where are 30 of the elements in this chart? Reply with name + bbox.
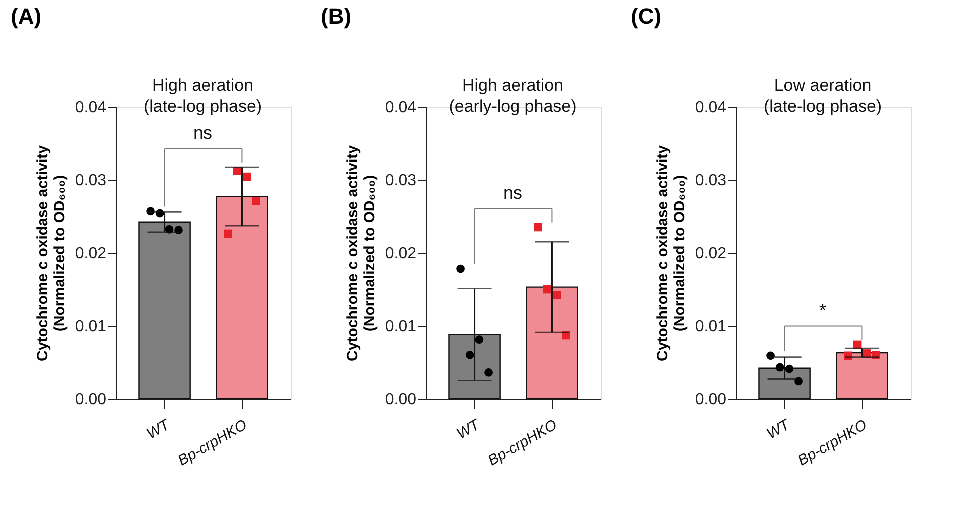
text: (C) [631,4,662,29]
y-tick-label: 0.02 [385,246,417,262]
y-axis-title: Cytochrome c oxidase activity (Normalized to OD₆₀₀) [654,144,688,362]
y-tick-label: 0.02 [75,246,107,262]
y-axis-title: Cytochrome c oxidase activity (Normalized to OD₆₀₀) [34,144,68,362]
y-tick-label: 0.02 [695,246,727,262]
y-tick-label: 0.04 [75,100,107,116]
x-tick-label: WT [764,416,794,444]
x-tick-label: WT [144,416,174,444]
y-tick-label: 0.03 [385,172,417,190]
x-tick-label: WT [454,416,484,444]
y-axis-title: Cytochrome c oxidase activity (Normalized to OD₆₀₀) [344,144,378,362]
y-tick-label: 0.00 [385,392,417,408]
y-tick-label: 0.04 [695,100,727,116]
annotation: ns [503,182,523,203]
y-tick-label: 0.01 [695,318,727,336]
annotation: * [819,300,827,320]
chart-title: Low aeration (late-log phase) [764,76,882,116]
y-tick-label: 0.01 [385,318,417,336]
y-tick-label: 0.03 [695,172,727,190]
chart-title: High aeration (late-log phase) [144,76,262,116]
y-tick-label: 0.03 [75,172,107,190]
annotation: ns [193,123,213,144]
y-tick-label: 0.00 [75,392,107,408]
y-tick-label: 0.04 [385,100,417,116]
y-tick-label: 0.00 [695,392,727,408]
text: (A) [11,4,42,29]
chart-title: High aeration (early-log phase) [449,76,577,116]
text: (B) [321,4,352,29]
y-tick-label: 0.01 [75,318,107,336]
